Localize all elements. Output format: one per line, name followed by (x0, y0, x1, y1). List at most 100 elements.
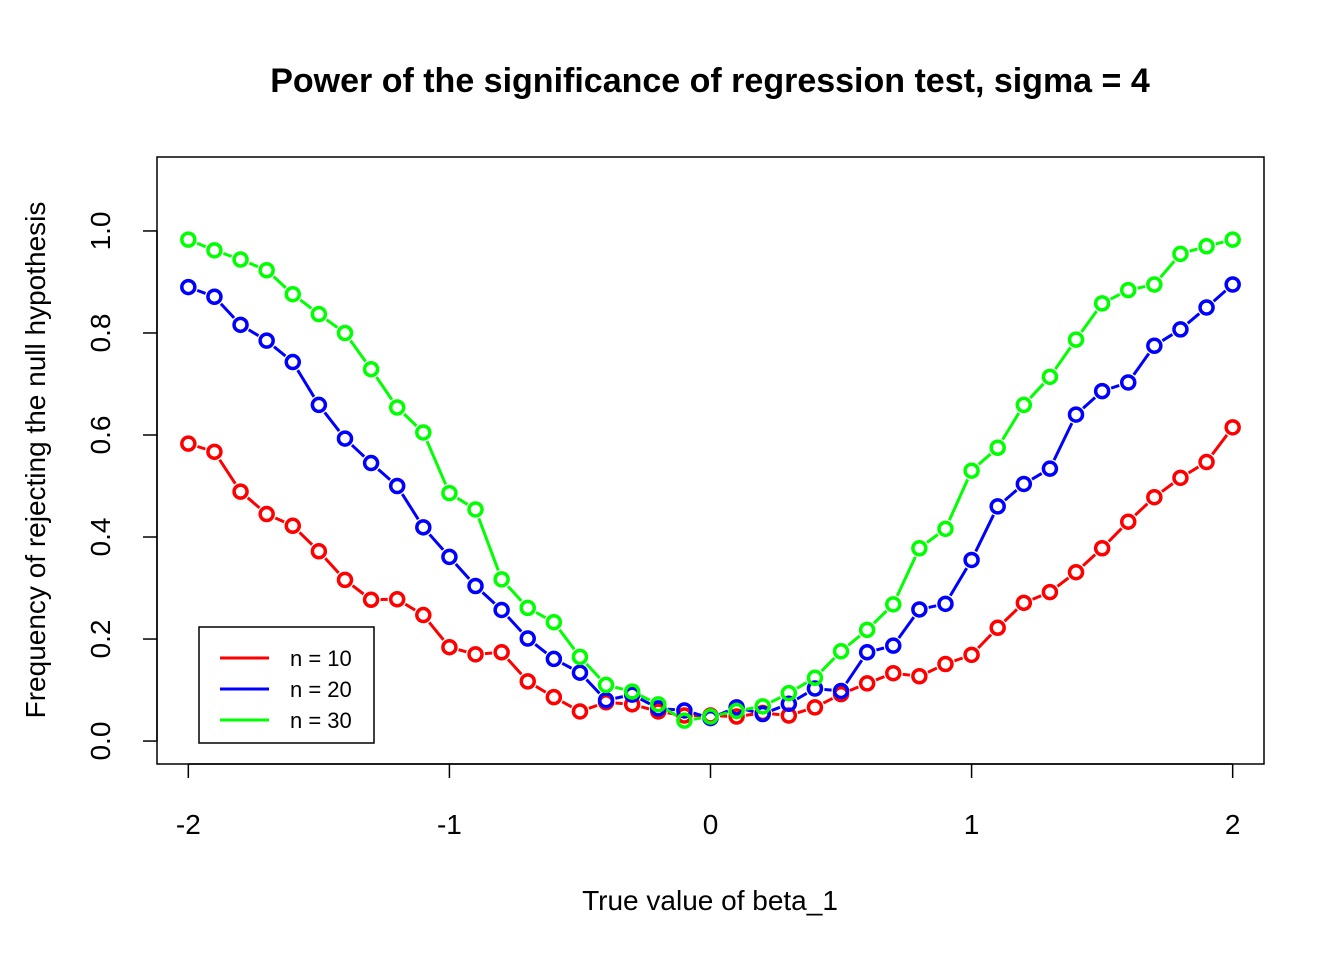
series-segment (1082, 396, 1097, 410)
data-point (1146, 337, 1163, 354)
series-segment (219, 302, 236, 319)
series-segment (1134, 502, 1149, 517)
series-segment (273, 345, 287, 358)
series-segment (377, 468, 392, 481)
data-point (1067, 331, 1085, 348)
series-segment (665, 708, 678, 717)
series-segment (1212, 289, 1227, 303)
data-point (1093, 539, 1111, 557)
data-point (989, 619, 1006, 637)
legend-label: n = 20 (290, 677, 352, 702)
data-point (467, 577, 484, 595)
data-point (1093, 382, 1111, 400)
series-segment (977, 633, 993, 650)
series-segment (1052, 422, 1074, 461)
data-point (1146, 276, 1163, 293)
y-tick-label: 0.8 (85, 314, 116, 353)
series-segment (477, 517, 500, 571)
data-point (989, 498, 1006, 515)
series-segment (902, 672, 911, 677)
series-segment (974, 514, 995, 553)
series-segment (375, 376, 394, 401)
series-segment (481, 591, 496, 605)
data-point (832, 682, 850, 700)
data-point (571, 664, 589, 681)
series-segment (897, 616, 916, 639)
series-segment (771, 705, 781, 712)
data-point (493, 601, 510, 619)
series-segment (872, 609, 888, 625)
series-segment (820, 656, 836, 673)
series-segment (770, 696, 782, 704)
data-point (963, 462, 980, 479)
data-point (232, 483, 249, 500)
series-segment (428, 621, 445, 641)
series-segment (351, 584, 365, 596)
legend: n = 10 n = 20 n = 30 (198, 626, 375, 744)
data-point (1172, 321, 1189, 338)
data-point (806, 699, 824, 716)
data-point (388, 590, 406, 608)
series-segment (296, 369, 316, 398)
data-point (415, 519, 432, 536)
series-segment (506, 615, 523, 633)
data-point (258, 261, 275, 279)
data-point (754, 705, 771, 723)
data-point (806, 680, 824, 697)
chart-title: Power of the significance of regression … (270, 62, 1150, 100)
legend-label: n = 30 (290, 708, 352, 733)
series-segment (797, 708, 807, 715)
series-segment (796, 692, 808, 701)
data-point (1119, 513, 1137, 530)
series-segment (926, 533, 939, 544)
series-segment (1001, 412, 1021, 441)
data-point (597, 691, 615, 709)
data-point (1015, 594, 1033, 612)
series-segment (824, 687, 832, 692)
data-point (206, 288, 223, 306)
data-point (754, 698, 771, 715)
data-point (545, 613, 563, 631)
series-segment (796, 681, 808, 690)
series-segment (1107, 527, 1123, 543)
data-point (388, 399, 406, 416)
series-segment (953, 656, 964, 663)
series-2 (180, 276, 1241, 727)
series-segment (1189, 247, 1198, 253)
data-point (284, 353, 302, 371)
series-segment (1186, 312, 1201, 325)
data-point (676, 712, 693, 729)
data-point (362, 360, 380, 378)
series-segment (1137, 285, 1146, 290)
data-point (467, 646, 484, 663)
data-point (858, 644, 876, 661)
data-point (284, 517, 302, 535)
series-segment (272, 275, 287, 289)
series-segment (1056, 576, 1070, 588)
data-point (415, 424, 432, 441)
series-segment (1054, 346, 1072, 370)
data-point (1146, 488, 1163, 506)
data-point (780, 695, 798, 713)
data-point (284, 285, 302, 303)
series-segment (1003, 608, 1018, 623)
series-segment (977, 452, 992, 466)
series-segment (1109, 293, 1121, 301)
data-point (336, 324, 354, 342)
data-point (1041, 368, 1059, 386)
series-segment (1032, 594, 1042, 601)
data-point (336, 430, 354, 447)
data-point (1198, 453, 1215, 471)
series-segment (849, 685, 859, 692)
data-point (415, 606, 432, 624)
series-segment (506, 585, 523, 602)
series-segment (274, 516, 285, 524)
y-axis-label: Frequency of rejecting the null hypothes… (20, 202, 51, 719)
data-point (1041, 460, 1059, 477)
data-point (571, 648, 589, 666)
data-point (180, 278, 197, 296)
data-point (780, 684, 798, 702)
data-point (623, 683, 641, 700)
data-point (1119, 374, 1137, 391)
